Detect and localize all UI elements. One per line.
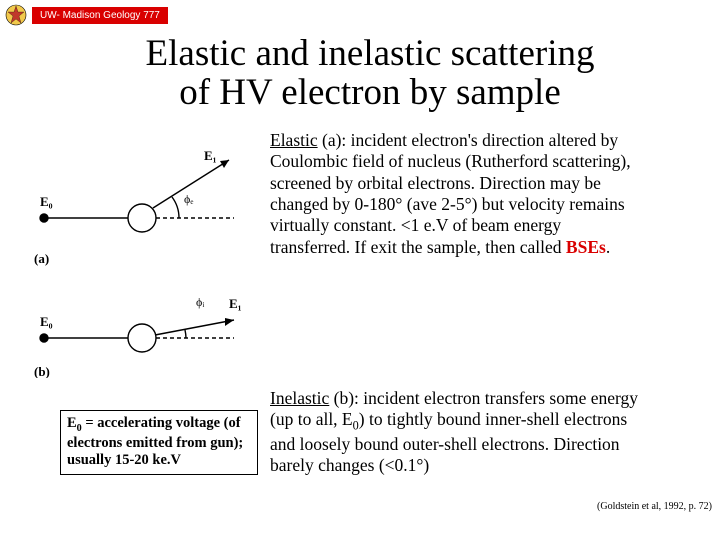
course-banner: UW- Madison Geology 777 [32, 7, 168, 24]
svg-text:ϕₑ: ϕₑ [184, 192, 193, 206]
svg-text:E₀: E₀ [40, 194, 53, 209]
slide-header: UW- Madison Geology 777 [4, 3, 168, 27]
scattering-diagram: E₁ E₀ ϕₑ (a) ϕᵢ E₀ E₁ (b) [34, 148, 254, 378]
paragraph-inelastic: Inelastic (b): incident electron transfe… [270, 388, 640, 476]
tail-elastic: . [606, 237, 610, 257]
caption-pre: E [67, 415, 77, 431]
svg-text:ϕᵢ: ϕᵢ [196, 295, 204, 309]
caption-post: = accelerating voltage (of electrons emi… [67, 415, 243, 468]
lead-inelastic: Inelastic [270, 388, 329, 408]
paragraph-elastic: Elastic (a): incident electron's directi… [270, 130, 640, 258]
svg-text:E₀: E₀ [40, 314, 53, 329]
svg-text:E₁: E₁ [229, 296, 242, 311]
lead-elastic: Elastic [270, 130, 318, 150]
caption-box: E0 = accelerating voltage (of electrons … [60, 410, 258, 475]
citation: (Goldstein et al, 1992, p. 72) [597, 501, 712, 512]
crest-icon [4, 3, 28, 27]
highlight-bses: BSEs [566, 237, 606, 257]
svg-text:(b): (b) [34, 364, 50, 378]
slide-title: Elastic and inelastic scattering of HV e… [90, 35, 650, 113]
svg-text:E₁: E₁ [204, 148, 217, 163]
title-line-1: Elastic and inelastic scattering [146, 33, 595, 74]
svg-text:(a): (a) [34, 251, 49, 266]
title-line-2: of HV electron by sample [179, 72, 561, 113]
